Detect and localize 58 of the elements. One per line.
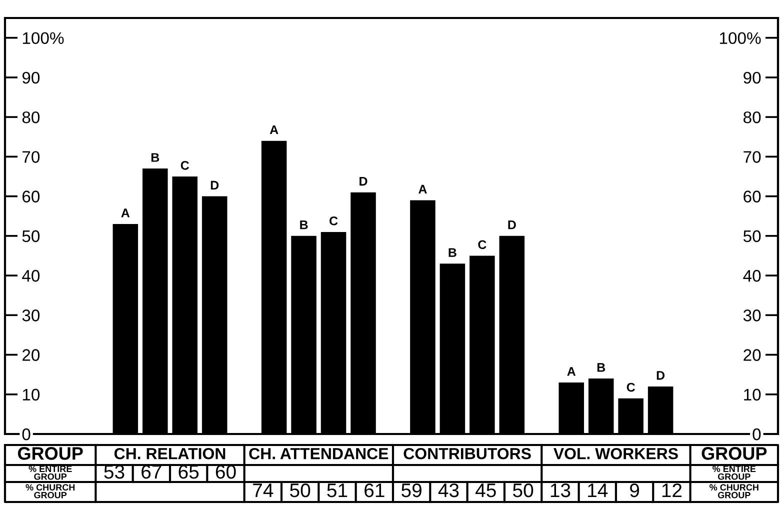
y2-tick-label: 50 (743, 230, 761, 242)
data-label: 45 (476, 484, 496, 498)
y2-tick-label: 10 (744, 388, 761, 401)
y-tick-label: 100% (22, 32, 64, 44)
text: GROUP (702, 447, 767, 460)
x-tick-label: VOL. WORKERS (554, 448, 678, 460)
y2-tick-label: 30 (743, 310, 761, 322)
y-tick-label: 80 (22, 111, 40, 124)
data-label: 74 (253, 484, 274, 498)
y-tick-label: 70 (22, 151, 40, 163)
x-tick-label: CH. ATTENDANCE (249, 448, 388, 460)
y2-tick-label: 100% (720, 32, 761, 44)
text: B (151, 153, 160, 162)
y2-tick-label: 80 (744, 111, 761, 124)
series-label: B (300, 220, 308, 230)
data-label: 59 (402, 483, 422, 498)
text: % CHURCH GROUP (710, 484, 758, 498)
data-label: 12 (662, 483, 682, 498)
text: B (448, 248, 456, 257)
y-tick-label: 0 (22, 428, 30, 440)
y-tick-label: 50 (22, 230, 40, 242)
y-tick-label: 20 (22, 349, 40, 361)
y-tick-label: 30 (22, 310, 40, 322)
data-label: 14 (588, 484, 608, 498)
series-label: A (270, 125, 278, 134)
data-label: 9 (630, 483, 640, 498)
text: C (626, 382, 636, 392)
y2-tick-label: 40 (743, 270, 761, 282)
text: A (121, 208, 130, 218)
data-label: 51 (327, 484, 348, 498)
y-tick-label: 10 (22, 388, 40, 401)
series-label: C (180, 160, 190, 170)
data-label: 50 (290, 483, 310, 498)
data-label: 61 (364, 483, 384, 498)
y2-tick-label: 0 (752, 428, 761, 440)
text: A (567, 367, 576, 376)
y-tick-label: 60 (22, 190, 40, 202)
y-tick-label: 40 (22, 270, 40, 282)
text: A (418, 184, 427, 194)
data-label: 13 (550, 483, 570, 498)
text: % CHURCH GROUP (26, 484, 75, 498)
data-label: 43 (438, 483, 459, 498)
text: C (330, 216, 338, 226)
x-tick-label: CONTRIBUTORS (404, 448, 531, 460)
x-tick-label: CH. RELATION (114, 448, 226, 460)
text: D (360, 176, 368, 186)
text: D (656, 371, 665, 380)
y-tick-label: 90 (22, 72, 40, 84)
y2-tick-label: 70 (744, 151, 761, 163)
y2-tick-label: 60 (744, 190, 761, 202)
text: C (478, 240, 486, 250)
text: B (597, 363, 606, 372)
text: D (508, 220, 516, 230)
series-label: D (210, 180, 219, 190)
data-label: 50 (513, 483, 534, 498)
x-axis-title: GROUP (18, 447, 83, 460)
y2-tick-label: 20 (744, 349, 761, 361)
y2-tick-label: 90 (744, 72, 761, 84)
